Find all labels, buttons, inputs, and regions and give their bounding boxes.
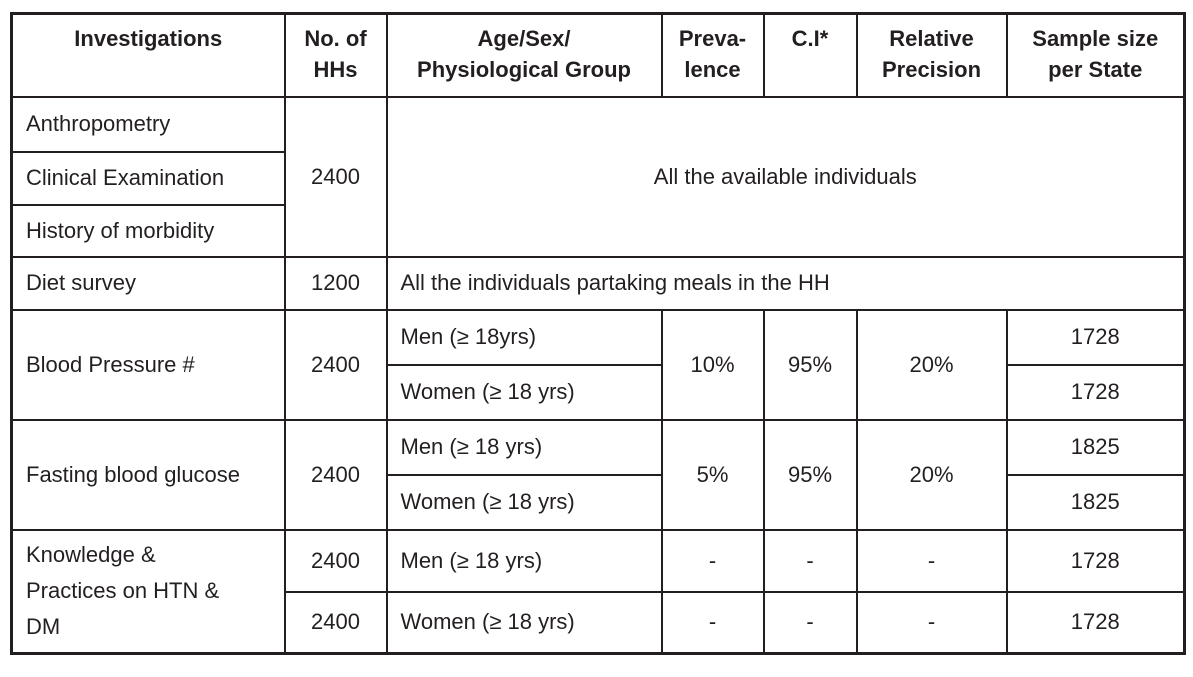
cell-investigation-diet-survey: Diet survey xyxy=(10,255,286,311)
cell-kp-group-men: Men (≥ 18 yrs) xyxy=(385,528,663,593)
cell-investigation-anthropometry: Anthropometry xyxy=(10,95,286,153)
investigations-sampling-table: Investigations No. of HHs Age/Sex/ Physi… xyxy=(10,12,1186,655)
cell-fbg-sample-size-men: 1825 xyxy=(1005,418,1186,476)
cell-kp-prevalence-men: - xyxy=(660,528,765,593)
cell-bp-group-women: Women (≥ 18 yrs) xyxy=(385,363,663,421)
cell-kp-sample-size-women: 1728 xyxy=(1005,590,1186,655)
cell-kp-relative-precision-men: - xyxy=(855,528,1008,593)
cell-kp-relative-precision-women: - xyxy=(855,590,1008,655)
cell-bp-sample-size-men: 1728 xyxy=(1005,308,1186,366)
cell-investigation-knowledge-practices: Knowledge & Practices on HTN & DM xyxy=(10,528,286,655)
header-prevalence: Preva- lence xyxy=(660,12,765,98)
cell-diet-no-of-hhs: 1200 xyxy=(283,255,388,311)
table-row: Blood Pressure # 2400 Men (≥ 18yrs) 10% … xyxy=(10,308,1186,421)
cell-kp-no-of-hhs-men: 2400 xyxy=(283,528,388,593)
cell-investigation-blood-pressure: Blood Pressure # xyxy=(10,308,286,421)
cell-fbg-ci: 95% xyxy=(762,418,858,531)
cell-bp-ci: 95% xyxy=(762,308,858,421)
cell-fbg-prevalence: 5% xyxy=(660,418,765,531)
table-row: Diet survey 1200 All the individuals par… xyxy=(10,255,1186,311)
cell-kp-sample-size-men: 1728 xyxy=(1005,528,1186,593)
cell-bp-group-men: Men (≥ 18yrs) xyxy=(385,308,663,366)
cell-fbg-relative-precision: 20% xyxy=(855,418,1008,531)
table-row: Anthropometry 2400 All the available ind… xyxy=(10,95,1186,258)
header-sample-size: Sample size per State xyxy=(1005,12,1186,98)
table-row: Knowledge & Practices on HTN & DM 2400 M… xyxy=(10,528,1186,655)
cell-fbg-no-of-hhs: 2400 xyxy=(283,418,388,531)
table-row: Women (≥ 18 yrs) 1825 xyxy=(12,473,1186,531)
cell-bp-relative-precision: 20% xyxy=(855,308,1008,421)
header-no-of-hhs: No. of HHs xyxy=(283,12,388,98)
cell-kp-group-women: Women (≥ 18 yrs) xyxy=(385,590,663,655)
cell-fbg-group-men: Men (≥ 18 yrs) xyxy=(385,418,663,476)
table-row: 2400 Women (≥ 18 yrs) - - - 1728 xyxy=(12,590,1186,655)
cell-bp-sample-size-women: 1728 xyxy=(1005,363,1186,421)
cell-investigation-fasting-blood-glucose: Fasting blood glucose xyxy=(10,418,286,531)
cell-fbg-group-women: Women (≥ 18 yrs) xyxy=(385,473,663,531)
header-ci: C.I* xyxy=(762,12,858,98)
table-row: Clinical Examination xyxy=(10,150,1185,206)
table-row: History of morbidity xyxy=(10,203,1185,258)
header-relative-precision: Relative Precision xyxy=(855,12,1008,98)
cell-fbg-sample-size-women: 1825 xyxy=(1005,473,1186,531)
cell-kp-ci-men: - xyxy=(762,528,858,593)
cell-investigation-clinical-examination: Clinical Examination xyxy=(10,150,286,206)
table-row: Fasting blood glucose 2400 Men (≥ 18 yrs… xyxy=(10,418,1186,531)
cell-diet-coverage-note: All the individuals partaking meals in t… xyxy=(385,255,1186,311)
cell-bp-prevalence: 10% xyxy=(660,308,765,421)
cell-kp-no-of-hhs-women: 2400 xyxy=(283,590,388,655)
cell-investigation-history-of-morbidity: History of morbidity xyxy=(10,203,286,258)
table-row: Women (≥ 18 yrs) 1728 xyxy=(12,363,1186,421)
header-investigations: Investigations xyxy=(10,12,286,98)
cell-bp-no-of-hhs: 2400 xyxy=(283,308,388,421)
cell-census-no-of-hhs: 2400 xyxy=(283,95,388,258)
table-header-row: Investigations No. of HHs Age/Sex/ Physi… xyxy=(10,12,1186,98)
cell-census-coverage-note: All the available individuals xyxy=(385,95,1186,258)
cell-kp-ci-women: - xyxy=(762,590,858,655)
cell-kp-prevalence-women: - xyxy=(660,590,765,655)
header-age-sex-group: Age/Sex/ Physiological Group xyxy=(385,12,663,98)
